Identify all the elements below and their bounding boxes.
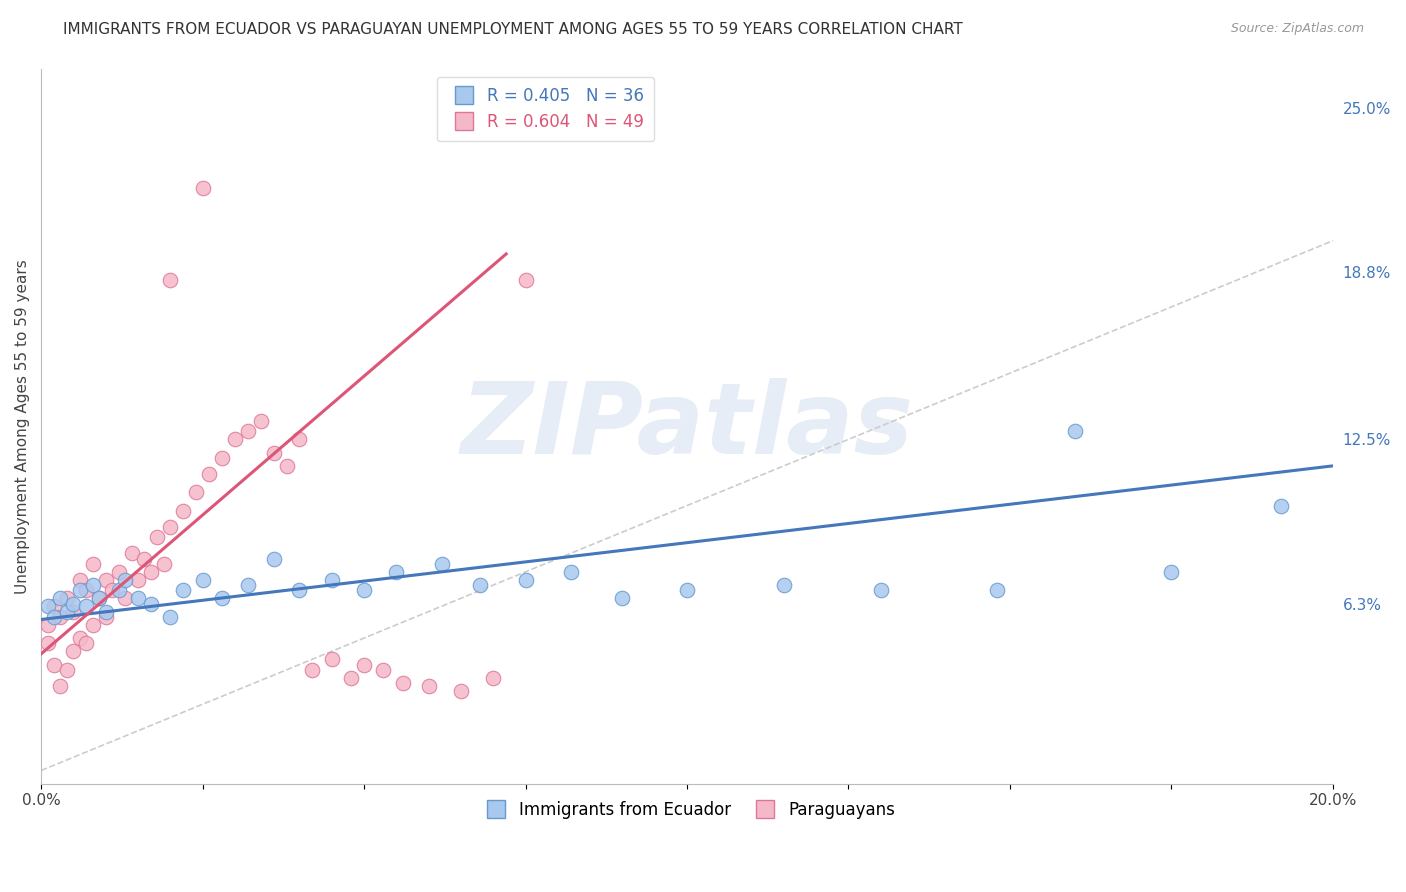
Point	[69, 631, 91, 645]
Point	[42, 610, 65, 624]
Point	[42, 657, 65, 672]
Point	[430, 557, 453, 571]
Point	[75, 636, 97, 650]
Point	[321, 573, 343, 587]
Point	[42, 599, 65, 614]
Point	[121, 546, 143, 560]
Point	[276, 458, 298, 473]
Point	[340, 671, 363, 685]
Point	[249, 414, 271, 428]
Point	[69, 573, 91, 587]
Point	[69, 583, 91, 598]
Point	[1270, 499, 1292, 513]
Point	[62, 605, 84, 619]
Point	[159, 520, 181, 534]
Point	[418, 679, 440, 693]
Point	[107, 565, 129, 579]
Point	[191, 180, 214, 194]
Point	[198, 467, 221, 481]
Point	[515, 573, 537, 587]
Point	[127, 591, 149, 606]
Point	[159, 273, 181, 287]
Point	[353, 657, 375, 672]
Point	[37, 636, 59, 650]
Point	[82, 617, 104, 632]
Point	[62, 597, 84, 611]
Point	[56, 605, 79, 619]
Point	[94, 605, 117, 619]
Point	[153, 557, 176, 571]
Point	[986, 583, 1008, 598]
Point	[353, 583, 375, 598]
Point	[676, 583, 699, 598]
Point	[49, 610, 72, 624]
Point	[1160, 565, 1182, 579]
Point	[62, 644, 84, 658]
Point	[184, 485, 207, 500]
Point	[288, 583, 311, 598]
Point	[94, 573, 117, 587]
Point	[263, 551, 285, 566]
Point	[1063, 425, 1085, 439]
Point	[773, 578, 796, 592]
Point	[75, 583, 97, 598]
Point	[114, 591, 136, 606]
Point	[236, 578, 259, 592]
Text: IMMIGRANTS FROM ECUADOR VS PARAGUAYAN UNEMPLOYMENT AMONG AGES 55 TO 59 YEARS COR: IMMIGRANTS FROM ECUADOR VS PARAGUAYAN UN…	[63, 22, 963, 37]
Point	[470, 578, 492, 592]
Point	[515, 273, 537, 287]
Point	[321, 652, 343, 666]
Point	[94, 610, 117, 624]
Point	[224, 433, 246, 447]
Point	[482, 671, 505, 685]
Point	[612, 591, 634, 606]
Point	[560, 565, 582, 579]
Point	[107, 583, 129, 598]
Point	[211, 591, 233, 606]
Point	[139, 597, 162, 611]
Point	[191, 573, 214, 587]
Point	[37, 617, 59, 632]
Point	[101, 583, 124, 598]
Point	[82, 578, 104, 592]
Point	[385, 565, 408, 579]
Point	[172, 583, 194, 598]
Point	[134, 551, 156, 566]
Point	[56, 663, 79, 677]
Point	[159, 610, 181, 624]
Point	[49, 679, 72, 693]
Y-axis label: Unemployment Among Ages 55 to 59 years: Unemployment Among Ages 55 to 59 years	[15, 259, 30, 593]
Point	[49, 591, 72, 606]
Point	[75, 599, 97, 614]
Point	[89, 591, 111, 606]
Point	[56, 591, 79, 606]
Point	[139, 565, 162, 579]
Point	[288, 433, 311, 447]
Text: ZIPatlas: ZIPatlas	[460, 377, 914, 475]
Point	[172, 504, 194, 518]
Point	[236, 425, 259, 439]
Point	[127, 573, 149, 587]
Point	[114, 573, 136, 587]
Text: Source: ZipAtlas.com: Source: ZipAtlas.com	[1230, 22, 1364, 36]
Point	[89, 591, 111, 606]
Point	[82, 557, 104, 571]
Point	[869, 583, 891, 598]
Point	[263, 445, 285, 459]
Point	[450, 684, 472, 698]
Point	[301, 663, 323, 677]
Point	[146, 530, 169, 544]
Point	[37, 599, 59, 614]
Legend: Immigrants from Ecuador, Paraguayans: Immigrants from Ecuador, Paraguayans	[472, 794, 901, 825]
Point	[373, 663, 395, 677]
Point	[391, 676, 413, 690]
Point	[211, 450, 233, 465]
